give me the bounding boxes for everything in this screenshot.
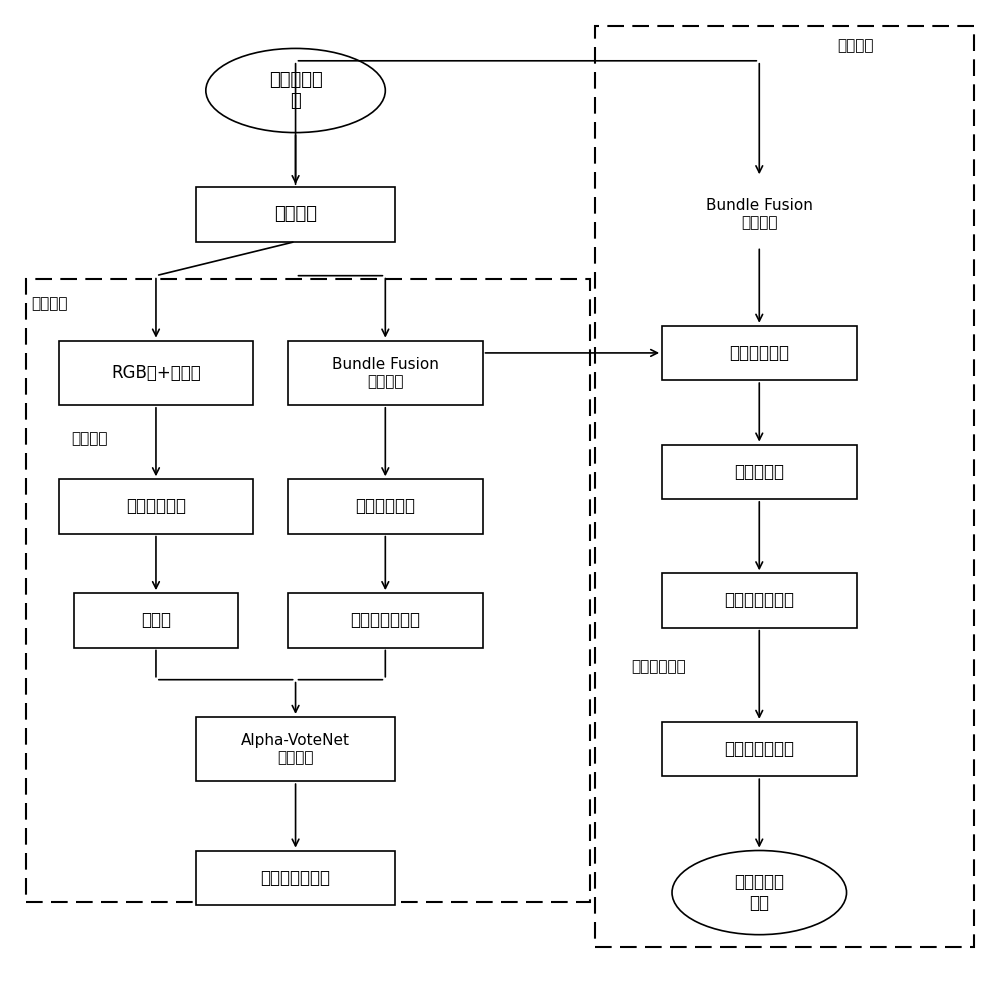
Text: 数据采集: 数据采集	[274, 206, 317, 223]
Text: 嫩芽标注框: 嫩芽标注框	[734, 463, 784, 481]
Text: 茶树嫩芽点云: 茶树嫩芽点云	[126, 497, 186, 515]
Text: RGB图+深度图: RGB图+深度图	[111, 363, 201, 381]
Text: 采摘阶段: 采摘阶段	[837, 39, 874, 54]
Text: 采摘点定位
结束: 采摘点定位 结束	[734, 873, 784, 912]
FancyBboxPatch shape	[288, 341, 483, 405]
Text: 验证集和测试集: 验证集和测试集	[350, 612, 420, 630]
Text: 茶树冠层点云: 茶树冠层点云	[729, 344, 789, 361]
Text: Bundle Fusion
三维重建: Bundle Fusion 三维重建	[332, 356, 439, 389]
Text: 标注框底面顶点: 标注框底面顶点	[724, 592, 794, 610]
Text: 部署深度相
机: 部署深度相 机	[269, 71, 322, 110]
FancyBboxPatch shape	[196, 717, 395, 781]
Text: Bundle Fusion
三维重建: Bundle Fusion 三维重建	[706, 198, 813, 230]
Text: 视角映射: 视角映射	[71, 432, 108, 447]
FancyBboxPatch shape	[288, 480, 483, 533]
Text: 采摘点检测模型: 采摘点检测模型	[261, 869, 331, 887]
FancyBboxPatch shape	[662, 573, 857, 628]
FancyBboxPatch shape	[288, 593, 483, 647]
FancyBboxPatch shape	[59, 480, 253, 533]
Text: Alpha-VoteNet
模型训练: Alpha-VoteNet 模型训练	[241, 733, 350, 766]
FancyBboxPatch shape	[59, 341, 253, 405]
Text: 训练集: 训练集	[141, 612, 171, 630]
FancyBboxPatch shape	[662, 722, 857, 777]
Ellipse shape	[206, 49, 385, 133]
Text: 采摘点三维坐标: 采摘点三维坐标	[724, 740, 794, 758]
FancyBboxPatch shape	[196, 187, 395, 241]
FancyBboxPatch shape	[74, 593, 238, 647]
Text: 训练阶段: 训练阶段	[31, 296, 68, 311]
Text: 茶树冠层点云: 茶树冠层点云	[355, 497, 415, 515]
Text: 计算顶点中心: 计算顶点中心	[632, 659, 686, 674]
FancyBboxPatch shape	[662, 445, 857, 498]
FancyBboxPatch shape	[196, 850, 395, 905]
FancyBboxPatch shape	[662, 326, 857, 380]
Ellipse shape	[672, 850, 847, 934]
